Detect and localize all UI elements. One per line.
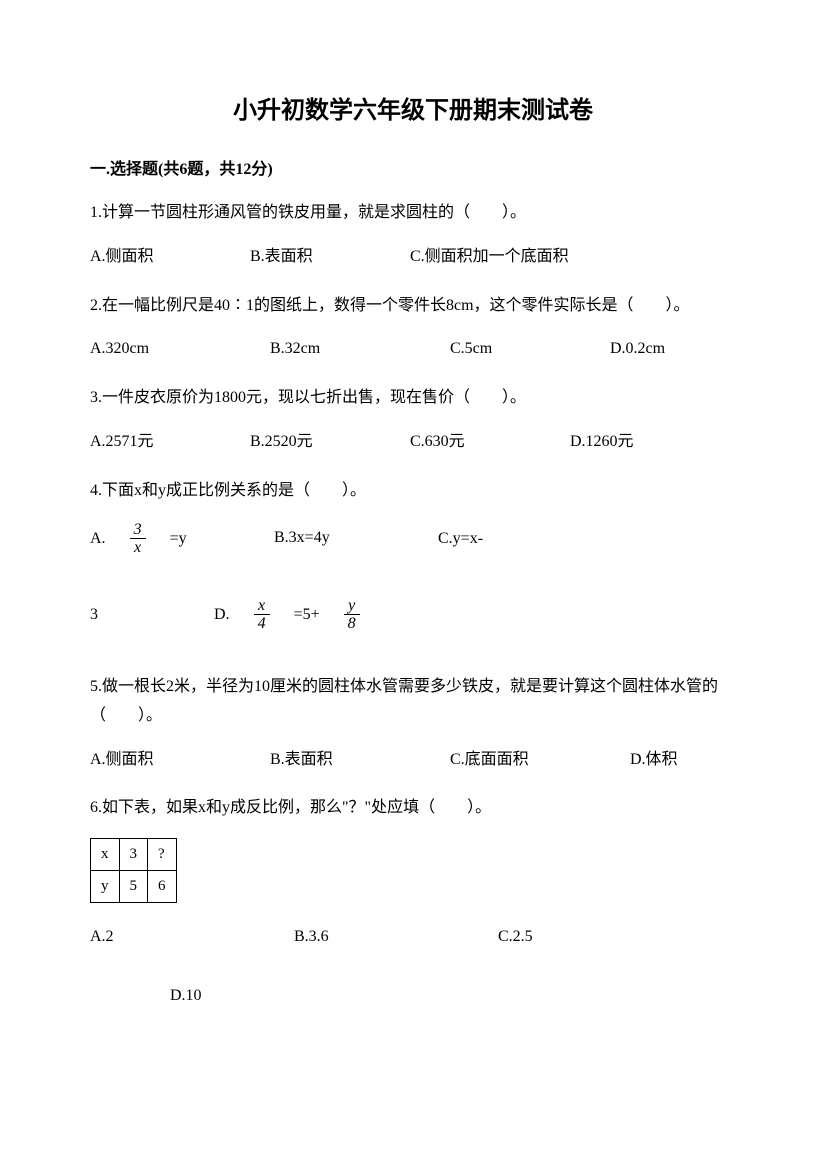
cell-y-val2: 6 <box>148 871 177 903</box>
question-4: 4.下面x和y成正比例关系的是（ ）。 A. 3 x =y B.3x=4y C.… <box>90 477 736 633</box>
table-row: x 3 ? <box>91 839 177 871</box>
table-row: y 5 6 <box>91 871 177 903</box>
q4a-num: 3 <box>130 521 146 540</box>
q5-option-d: D.体积 <box>630 746 678 775</box>
question-4-line2: 3 D. x 4 =5+ y 8 <box>90 597 736 633</box>
question-4-text: 4.下面x和y成正比例关系的是（ ）。 <box>90 477 736 506</box>
question-3-options: A.2571元 B.2520元 C.630元 D.1260元 <box>90 428 736 457</box>
exam-title: 小升初数学六年级下册期末测试卷 <box>90 90 736 125</box>
question-6-table: x 3 ? y 5 6 <box>90 838 177 903</box>
q4d-num2: y <box>344 597 360 616</box>
q3-option-a: A.2571元 <box>90 428 250 457</box>
q4d-mid: =5+ <box>278 606 336 623</box>
q2-option-c: C.5cm <box>450 335 610 364</box>
section-1-header: 一.选择题(共6题，共12分) <box>90 155 736 179</box>
q5-option-c: C.底面面积 <box>450 746 630 775</box>
q2-option-a: A.320cm <box>90 335 270 364</box>
question-5-options: A.侧面积 B.表面积 C.底面面积 D.体积 <box>90 746 736 775</box>
q4a-den: x <box>130 539 146 557</box>
q4-option-c: C.y=x- <box>438 529 483 546</box>
question-4-line1: A. 3 x =y B.3x=4y C.y=x- <box>90 521 736 557</box>
question-3-text: 3.一件皮衣原价为1800元，现以七折出售，现在售价（ ）。 <box>90 384 736 413</box>
q4a-prefix: A. <box>90 529 122 546</box>
question-1-text: 1.计算一节圆柱形通风管的铁皮用量，就是求圆柱的（ ）。 <box>90 199 736 228</box>
q6-option-c: C.2.5 <box>498 923 698 952</box>
q3-option-c: C.630元 <box>410 428 570 457</box>
q4-option-d: D. x 4 =5+ y 8 <box>214 606 364 623</box>
q4-option-a: A. 3 x =y <box>90 521 270 557</box>
cell-y-label: y <box>91 871 120 903</box>
q4d-fraction1: x 4 <box>254 597 270 633</box>
question-1: 1.计算一节圆柱形通风管的铁皮用量，就是求圆柱的（ ）。 A.侧面积 B.表面积… <box>90 199 736 272</box>
q4-cont-3: 3 <box>90 601 210 630</box>
q5-option-a: A.侧面积 <box>90 746 270 775</box>
q3-option-d: D.1260元 <box>570 428 634 457</box>
q4d-num1: x <box>254 597 270 616</box>
question-6: 6.如下表，如果x和y成反比例，那么"？"处应填（ ）。 x 3 ? y 5 6… <box>90 794 736 1010</box>
q3-option-b: B.2520元 <box>250 428 410 457</box>
question-1-options: A.侧面积 B.表面积 C.侧面积加一个底面积 <box>90 243 736 272</box>
q5-option-b: B.表面积 <box>270 746 450 775</box>
q4-option-b: B.3x=4y <box>274 524 434 553</box>
q2-option-d: D.0.2cm <box>610 335 665 364</box>
q1-option-b: B.表面积 <box>250 243 410 272</box>
question-6-text: 6.如下表，如果x和y成反比例，那么"？"处应填（ ）。 <box>90 794 736 823</box>
q1-option-c: C.侧面积加一个底面积 <box>410 243 569 272</box>
question-5: 5.做一根长2米，半径为10厘米的圆柱体水管需要多少铁皮，就是要计算这个圆柱体水… <box>90 673 736 774</box>
q4d-den2: 8 <box>344 615 360 633</box>
cell-x-val1: 3 <box>119 839 148 871</box>
q6-option-a: A.2 <box>90 923 290 952</box>
question-6-options: A.2 B.3.6 C.2.5 D.10 <box>90 923 736 1011</box>
question-2-options: A.320cm B.32cm C.5cm D.0.2cm <box>90 335 736 364</box>
cell-x-label: x <box>91 839 120 871</box>
q6-option-b: B.3.6 <box>294 923 494 952</box>
q2-option-b: B.32cm <box>270 335 450 364</box>
q4d-fraction2: y 8 <box>344 597 360 633</box>
question-5-text: 5.做一根长2米，半径为10厘米的圆柱体水管需要多少铁皮，就是要计算这个圆柱体水… <box>90 673 736 731</box>
q4a-suffix: =y <box>154 529 187 546</box>
cell-y-val1: 5 <box>119 871 148 903</box>
q4d-prefix: D. <box>214 606 246 623</box>
q4d-den1: 4 <box>254 615 270 633</box>
cell-x-val2: ? <box>148 839 177 871</box>
q6-option-d: D.10 <box>170 982 736 1011</box>
q1-option-a: A.侧面积 <box>90 243 250 272</box>
q4a-fraction: 3 x <box>130 521 146 557</box>
question-2-text: 2.在一幅比例尺是40∶1的图纸上，数得一个零件长8cm，这个零件实际长是（ ）… <box>90 292 736 321</box>
question-2: 2.在一幅比例尺是40∶1的图纸上，数得一个零件长8cm，这个零件实际长是（ ）… <box>90 292 736 365</box>
question-3: 3.一件皮衣原价为1800元，现以七折出售，现在售价（ ）。 A.2571元 B… <box>90 384 736 457</box>
